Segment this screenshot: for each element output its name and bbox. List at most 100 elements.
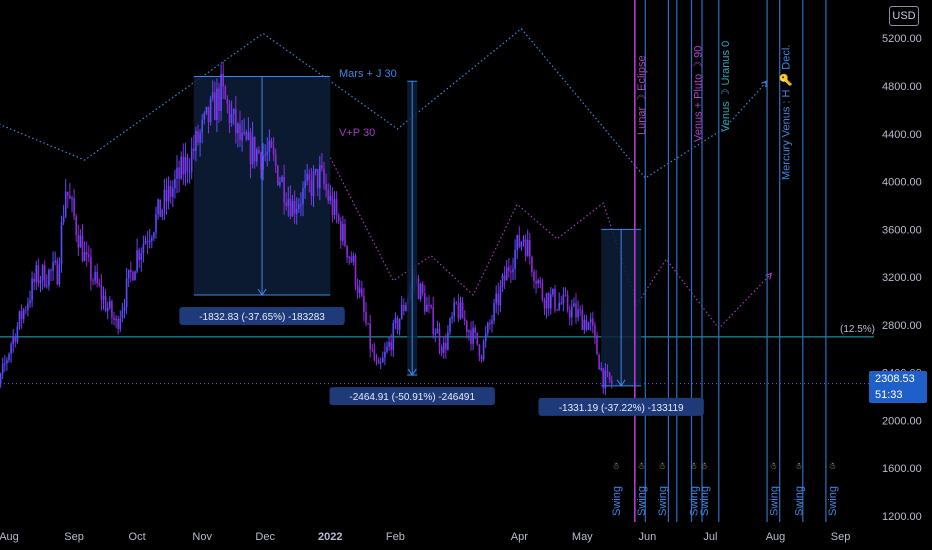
swing-marker-icon[interactable]: ☃ — [795, 460, 803, 472]
candle-body — [587, 322, 590, 330]
candle-body — [98, 283, 101, 285]
candle-body — [564, 294, 567, 296]
x-tick-label: Feb — [386, 531, 405, 543]
candle-body — [85, 252, 88, 255]
swing-marker-icon[interactable]: ☃ — [700, 460, 708, 472]
x-tick-label: Apr — [511, 531, 528, 543]
candle-body — [602, 368, 605, 389]
candle-body — [579, 309, 581, 311]
candle-body — [375, 360, 378, 362]
measure-label: -2464.91 (-50.91%) -246491 — [349, 392, 475, 403]
annotation-venus-uranus: Venus ☽ Uranus 0 — [720, 41, 732, 132]
candle-body — [398, 318, 401, 330]
candle-body — [195, 131, 197, 151]
annotation-vp30: V+P 30 — [339, 127, 375, 139]
candle-body — [295, 208, 298, 214]
candle-body — [25, 309, 27, 311]
range-boxes — [193, 75, 642, 387]
candle-body — [323, 168, 325, 185]
y-tick-label: 1200.00 — [882, 511, 922, 523]
swing-marker-icon[interactable]: ☃ — [612, 460, 620, 472]
candle-body — [342, 224, 344, 241]
candle-body — [329, 195, 332, 201]
candle-body — [56, 260, 59, 285]
candle-body — [384, 351, 386, 358]
candle-body — [260, 153, 262, 170]
candle-body — [130, 269, 132, 273]
candle-body — [470, 330, 472, 344]
candle-body — [8, 353, 10, 361]
candle-body — [27, 303, 29, 310]
candle-body — [594, 325, 596, 336]
candle-body — [249, 132, 252, 165]
x-tick-label: Sep — [64, 531, 84, 543]
candle-body — [550, 294, 552, 309]
candle-body — [67, 191, 69, 196]
candle-body — [157, 199, 159, 215]
candle-body — [111, 301, 113, 318]
candle-body — [331, 195, 334, 216]
candle-body — [493, 303, 495, 321]
candle-body — [14, 336, 17, 342]
candle-body — [109, 301, 111, 308]
candle-body — [163, 189, 166, 210]
candle-body — [272, 147, 275, 155]
candle-body — [203, 112, 206, 120]
candle-body — [18, 311, 21, 327]
swing-marker-icon[interactable]: ☃ — [690, 460, 698, 472]
candle-body — [172, 188, 174, 197]
candle-body — [388, 342, 390, 347]
candle-body — [153, 232, 155, 238]
candle-body — [581, 310, 584, 330]
candle-body — [554, 288, 556, 310]
candle-body — [216, 88, 218, 120]
candle-body — [79, 235, 82, 248]
candle-body — [585, 319, 588, 330]
swing-marker-icon[interactable]: ☃ — [637, 460, 645, 472]
candle-body — [514, 249, 516, 270]
currency-badge[interactable]: USD — [889, 6, 919, 26]
candle-body — [214, 92, 216, 120]
candle-body — [148, 240, 151, 243]
candle-body — [81, 235, 84, 261]
y-tick-label: 1600.00 — [882, 463, 922, 475]
candle-body — [482, 341, 485, 360]
measure-label-bg — [538, 397, 704, 416]
candle-body — [293, 200, 296, 214]
candle-body — [29, 300, 31, 304]
candle-body — [165, 189, 168, 202]
candle-body — [321, 165, 323, 169]
candle-body — [400, 304, 403, 319]
candle-body — [319, 165, 321, 189]
candle-body — [348, 256, 350, 258]
last-price: 2308.53 — [875, 373, 915, 385]
candle-body — [531, 256, 533, 273]
candle-body — [382, 357, 384, 363]
candle-body — [104, 295, 107, 312]
candle-body — [592, 318, 594, 326]
candle-body — [176, 167, 178, 179]
measure-labels: -1832.83 (-37.65%) -183283 -1331.19 (-37.… — [179, 80, 704, 416]
candle-body — [552, 288, 554, 295]
swing-marker-icon[interactable]: ☃ — [828, 460, 836, 472]
candle-body — [155, 214, 157, 233]
candle-body — [266, 151, 269, 155]
candle-body — [41, 265, 44, 281]
projection-path-blue[interactable] — [0, 27, 768, 179]
candle-body — [60, 222, 63, 265]
candle-body — [188, 171, 191, 173]
candle-body — [43, 265, 46, 287]
candle-body — [270, 140, 273, 148]
candle-body — [96, 272, 98, 284]
candle-body — [224, 86, 227, 99]
swing-marker-icon[interactable]: ☃ — [658, 460, 666, 472]
candle-body — [424, 293, 426, 312]
projection-path-purple[interactable] — [329, 157, 772, 330]
x-tick-label: Aug — [0, 531, 19, 543]
x-tick-label: 2022 — [318, 531, 342, 543]
swing-marker-icon[interactable]: ☃ — [769, 460, 777, 472]
candle-body — [463, 318, 466, 321]
candle-body — [197, 131, 199, 143]
candle-body — [596, 335, 598, 355]
